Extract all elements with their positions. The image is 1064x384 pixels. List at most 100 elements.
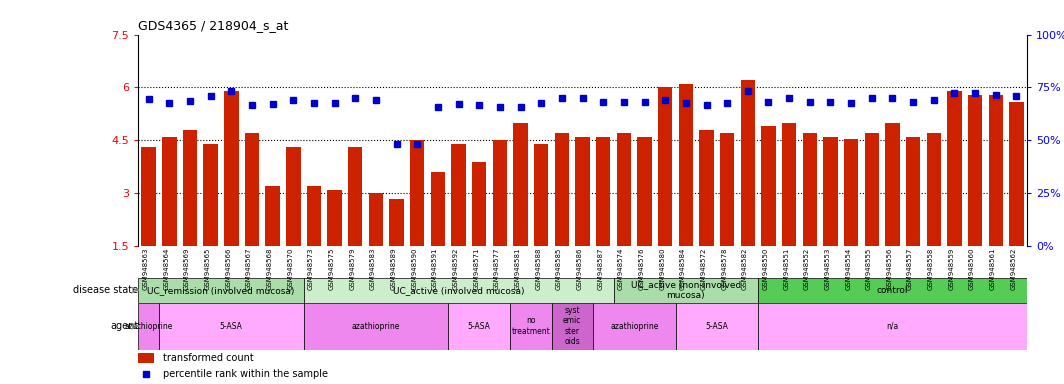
Bar bbox=[472, 162, 486, 246]
Text: GSM948558: GSM948558 bbox=[928, 247, 934, 290]
Text: azathioprine: azathioprine bbox=[610, 321, 659, 331]
Bar bbox=[159, 303, 303, 349]
Text: GSM948565: GSM948565 bbox=[204, 247, 211, 290]
Bar bbox=[593, 303, 676, 349]
Bar bbox=[576, 137, 589, 246]
Text: GSM948566: GSM948566 bbox=[226, 247, 231, 290]
Bar bbox=[534, 144, 548, 246]
Text: GSM948567: GSM948567 bbox=[246, 247, 252, 290]
Text: agent: agent bbox=[110, 321, 138, 331]
Bar bbox=[759, 303, 1027, 349]
Text: GSM948587: GSM948587 bbox=[597, 247, 603, 290]
Text: percentile rank within the sample: percentile rank within the sample bbox=[163, 369, 328, 379]
Text: 5-ASA: 5-ASA bbox=[705, 321, 728, 331]
Text: GSM948585: GSM948585 bbox=[555, 247, 562, 290]
Text: GSM948568: GSM948568 bbox=[267, 247, 272, 290]
Text: GSM948588: GSM948588 bbox=[535, 247, 542, 290]
Bar bbox=[265, 186, 280, 246]
Bar bbox=[431, 172, 445, 246]
Text: 5-ASA: 5-ASA bbox=[220, 321, 243, 331]
Bar bbox=[511, 303, 551, 349]
Bar bbox=[968, 94, 982, 246]
Bar bbox=[551, 303, 593, 349]
Text: GSM948592: GSM948592 bbox=[452, 247, 459, 290]
Text: GSM948563: GSM948563 bbox=[143, 247, 149, 290]
Bar bbox=[614, 278, 759, 303]
Text: UC_remission (involved mucosa): UC_remission (involved mucosa) bbox=[147, 286, 295, 295]
Text: GSM948586: GSM948586 bbox=[577, 247, 583, 290]
Text: azathioprine: azathioprine bbox=[352, 321, 400, 331]
Text: GSM948564: GSM948564 bbox=[163, 247, 169, 290]
Bar bbox=[679, 84, 693, 246]
Text: GSM948573: GSM948573 bbox=[307, 247, 314, 290]
Bar bbox=[617, 133, 631, 246]
Text: GSM948552: GSM948552 bbox=[803, 247, 810, 290]
Text: GSM948550: GSM948550 bbox=[763, 247, 768, 290]
Text: GSM948578: GSM948578 bbox=[721, 247, 727, 290]
Bar bbox=[142, 147, 156, 246]
Bar bbox=[699, 130, 714, 246]
Text: GSM948553: GSM948553 bbox=[825, 247, 831, 290]
Text: GSM948569: GSM948569 bbox=[184, 247, 190, 290]
Text: GSM948582: GSM948582 bbox=[742, 247, 748, 290]
Bar bbox=[741, 80, 755, 246]
Text: GSM948559: GSM948559 bbox=[948, 247, 954, 290]
Bar bbox=[759, 278, 1027, 303]
Text: GSM948562: GSM948562 bbox=[1011, 247, 1016, 290]
Bar bbox=[493, 141, 508, 246]
Text: GSM948557: GSM948557 bbox=[908, 247, 913, 290]
Bar bbox=[824, 137, 837, 246]
Text: GSM948583: GSM948583 bbox=[370, 247, 376, 290]
Text: control: control bbox=[877, 286, 909, 295]
Bar bbox=[513, 123, 528, 246]
Bar bbox=[225, 91, 238, 246]
Bar bbox=[905, 137, 920, 246]
Text: GSM948575: GSM948575 bbox=[329, 247, 334, 290]
Bar bbox=[369, 193, 383, 246]
Bar bbox=[844, 139, 859, 246]
Text: UC_active (involved mucosa): UC_active (involved mucosa) bbox=[393, 286, 525, 295]
Text: GSM948572: GSM948572 bbox=[700, 247, 706, 290]
Text: GSM948551: GSM948551 bbox=[783, 247, 789, 290]
Bar bbox=[328, 190, 342, 246]
Text: transformed count: transformed count bbox=[163, 353, 254, 363]
Bar bbox=[658, 88, 672, 246]
Text: azathioprine: azathioprine bbox=[124, 321, 172, 331]
Bar bbox=[203, 144, 218, 246]
Bar bbox=[245, 133, 260, 246]
Bar bbox=[720, 133, 734, 246]
Bar bbox=[303, 303, 448, 349]
Bar bbox=[596, 137, 611, 246]
Bar bbox=[885, 123, 900, 246]
Bar bbox=[306, 186, 321, 246]
Bar bbox=[389, 199, 404, 246]
Text: GSM948574: GSM948574 bbox=[618, 247, 624, 290]
Bar bbox=[138, 303, 159, 349]
Bar bbox=[761, 126, 776, 246]
Text: no
treatment: no treatment bbox=[512, 316, 550, 336]
Bar bbox=[451, 144, 466, 246]
Text: syst
emic
ster
oids: syst emic ster oids bbox=[563, 306, 581, 346]
Bar bbox=[782, 123, 796, 246]
Text: GSM948577: GSM948577 bbox=[494, 247, 500, 290]
Text: GSM948556: GSM948556 bbox=[886, 247, 893, 290]
Bar bbox=[865, 133, 879, 246]
Text: GSM948584: GSM948584 bbox=[680, 247, 686, 290]
Bar bbox=[947, 91, 962, 246]
Text: disease state: disease state bbox=[73, 285, 138, 295]
Bar bbox=[802, 133, 817, 246]
Bar bbox=[927, 133, 941, 246]
Text: GSM948581: GSM948581 bbox=[515, 247, 520, 290]
Text: GSM948589: GSM948589 bbox=[390, 247, 397, 290]
Text: GSM948554: GSM948554 bbox=[845, 247, 851, 290]
Bar bbox=[676, 303, 759, 349]
Bar bbox=[554, 133, 569, 246]
Bar bbox=[448, 303, 511, 349]
Text: n/a: n/a bbox=[886, 321, 899, 331]
Bar bbox=[286, 147, 300, 246]
Text: GSM948580: GSM948580 bbox=[660, 247, 665, 290]
Text: GSM948561: GSM948561 bbox=[990, 247, 996, 290]
Text: GSM948591: GSM948591 bbox=[432, 247, 438, 290]
Text: GSM948590: GSM948590 bbox=[412, 247, 417, 290]
Text: GSM948576: GSM948576 bbox=[638, 247, 645, 290]
